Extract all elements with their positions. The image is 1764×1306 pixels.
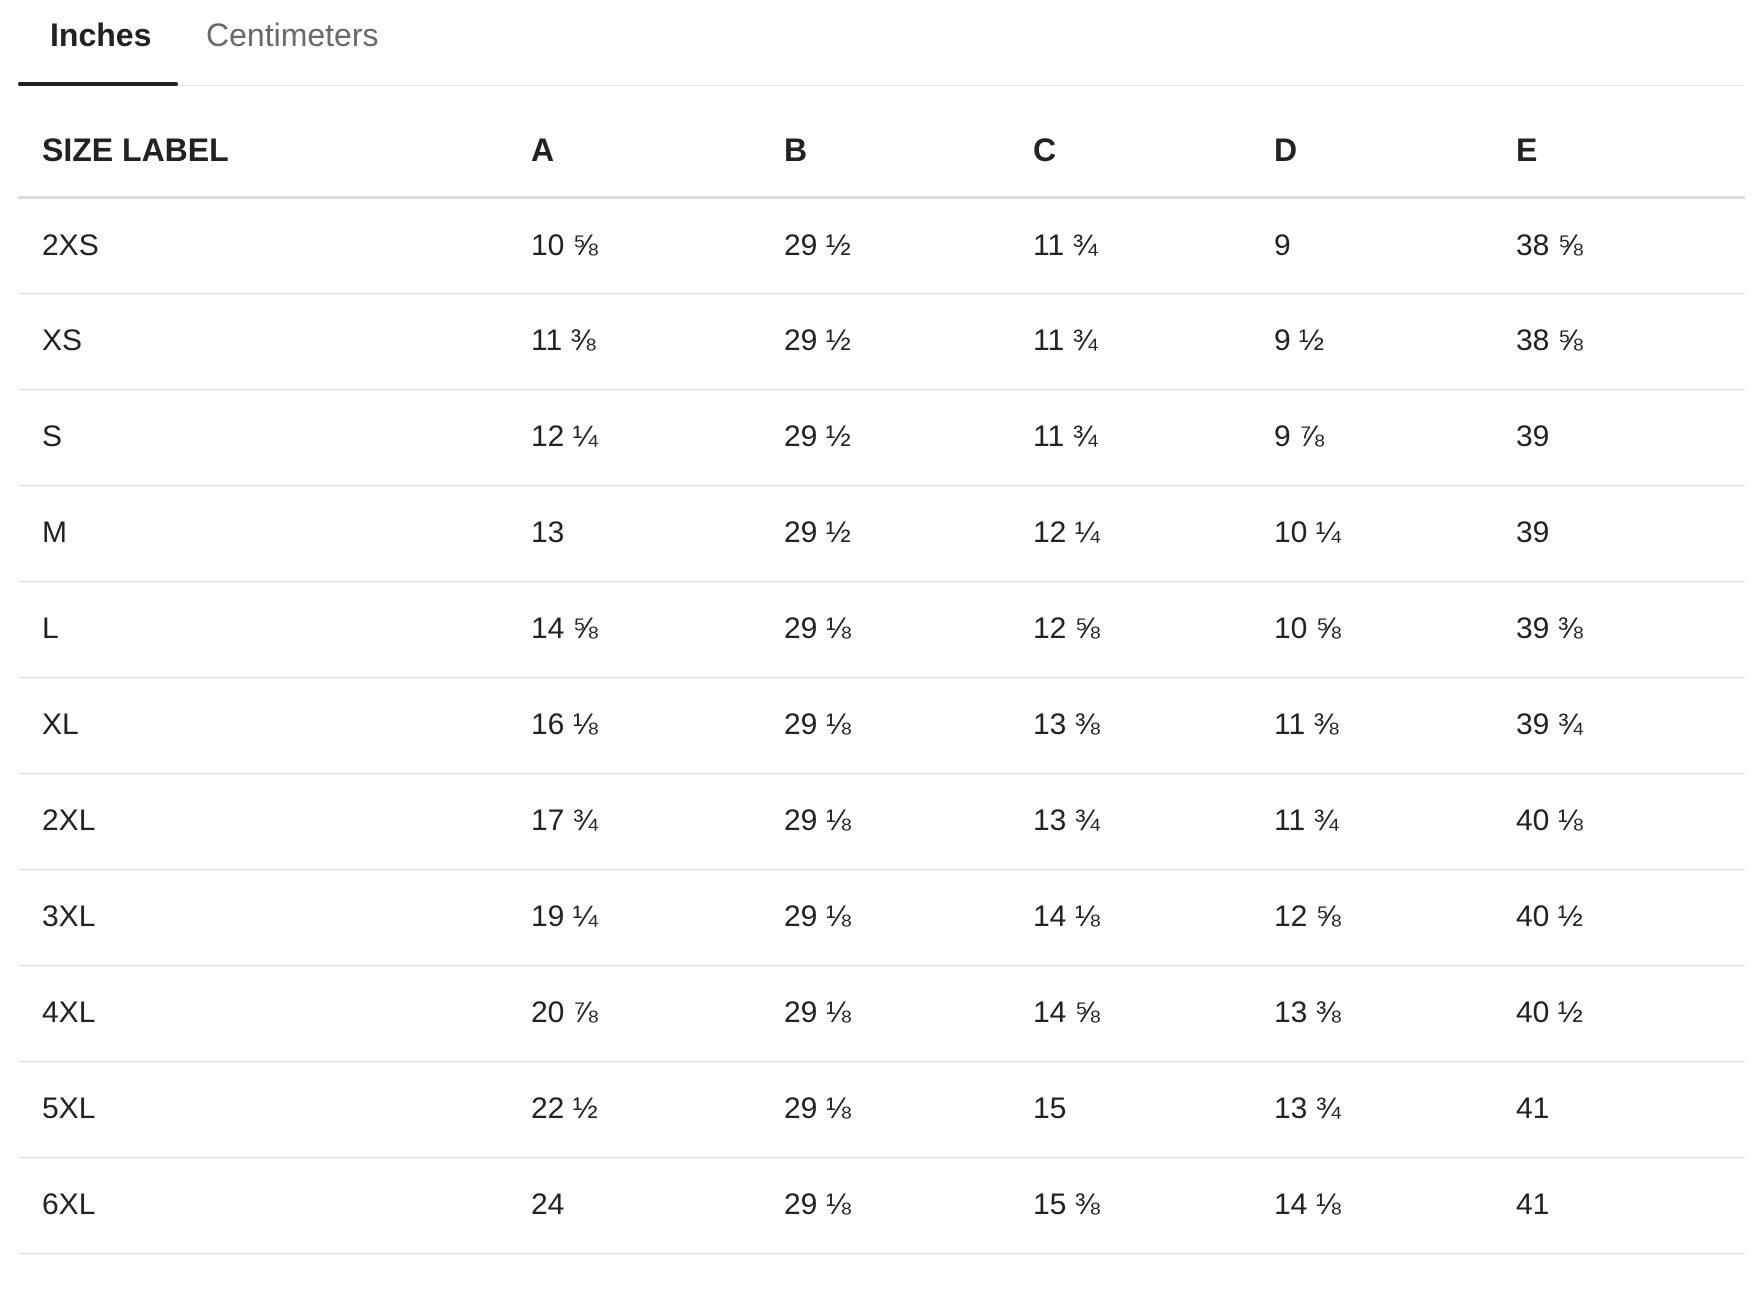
cell-size-label: L: [18, 581, 507, 678]
cell-size-label: 2XS: [18, 197, 507, 294]
cell-c: 12 ¼: [1009, 485, 1250, 582]
cell-b: 29 ½: [760, 389, 1009, 486]
unit-tabs: Inches Centimeters: [18, 0, 1745, 86]
cell-a: 17 ¾: [507, 773, 760, 870]
cell-c: 13 ¾: [1009, 773, 1250, 870]
table-row: 2XS 10 ⅝ 29 ½ 11 ¾ 9 38 ⅝: [18, 197, 1745, 294]
table-row: 6XL 24 29 ⅛ 15 ⅜ 14 ⅛ 41: [18, 1157, 1745, 1254]
header-c: C: [1009, 86, 1250, 199]
table-row: 3XL 19 ¼ 29 ⅛ 14 ⅛ 12 ⅝ 40 ½: [18, 869, 1745, 966]
header-size-label: SIZE LABEL: [18, 86, 507, 199]
table-row: M 13 29 ½ 12 ¼ 10 ¼ 39: [18, 485, 1745, 582]
header-d: D: [1250, 86, 1492, 199]
table-header-row: SIZE LABEL A B C D E: [18, 86, 1745, 199]
cell-a: 10 ⅝: [507, 197, 760, 294]
cell-b: 29 ½: [760, 293, 1009, 390]
cell-a: 24: [507, 1157, 760, 1254]
cell-c: 11 ¾: [1009, 197, 1250, 294]
cell-c: 15 ⅜: [1009, 1157, 1250, 1254]
cell-d: 9: [1250, 197, 1492, 294]
cell-a: 19 ¼: [507, 869, 760, 966]
cell-b: 29 ½: [760, 197, 1009, 294]
cell-e: 39: [1492, 389, 1745, 486]
cell-a: 11 ⅜: [507, 293, 760, 390]
cell-c: 13 ⅜: [1009, 677, 1250, 774]
cell-d: 9 ⅞: [1250, 389, 1492, 486]
cell-size-label: S: [18, 389, 507, 486]
cell-size-label: XS: [18, 293, 507, 390]
cell-d: 12 ⅝: [1250, 869, 1492, 966]
table-row: 2XL 17 ¾ 29 ⅛ 13 ¾ 11 ¾ 40 ⅛: [18, 773, 1745, 870]
cell-b: 29 ½: [760, 485, 1009, 582]
cell-a: 16 ⅛: [507, 677, 760, 774]
cell-e: 41: [1492, 1061, 1745, 1158]
size-table: SIZE LABEL A B C D E 2XS 10 ⅝ 29 ½ 11 ¾ 9 38 …: [18, 86, 1745, 1254]
cell-b: 29 ⅛: [760, 773, 1009, 870]
header-a: A: [507, 86, 760, 199]
cell-d: 13 ¾: [1250, 1061, 1492, 1158]
cell-b: 29 ⅛: [760, 965, 1009, 1062]
cell-size-label: 3XL: [18, 869, 507, 966]
cell-b: 29 ⅛: [760, 1061, 1009, 1158]
cell-d: 13 ⅜: [1250, 965, 1492, 1062]
cell-d: 11 ⅜: [1250, 677, 1492, 774]
cell-b: 29 ⅛: [760, 869, 1009, 966]
cell-e: 41: [1492, 1157, 1745, 1254]
size-chart: Inches Centimeters SIZE LABEL A B C D E …: [18, 0, 1745, 1254]
cell-e: 38 ⅝: [1492, 197, 1745, 294]
tab-centimeters[interactable]: Centimeters: [206, 17, 379, 53]
cell-a: 20 ⅞: [507, 965, 760, 1062]
cell-e: 39: [1492, 485, 1745, 582]
cell-e: 40 ½: [1492, 869, 1745, 966]
cell-d: 9 ½: [1250, 293, 1492, 390]
cell-d: 10 ¼: [1250, 485, 1492, 582]
cell-c: 14 ⅝: [1009, 965, 1250, 1062]
cell-b: 29 ⅛: [760, 581, 1009, 678]
cell-a: 13: [507, 485, 760, 582]
cell-e: 40 ½: [1492, 965, 1745, 1062]
cell-b: 29 ⅛: [760, 677, 1009, 774]
table-row: 5XL 22 ½ 29 ⅛ 15 13 ¾ 41: [18, 1061, 1745, 1158]
cell-e: 38 ⅝: [1492, 293, 1745, 390]
cell-c: 15: [1009, 1061, 1250, 1158]
header-b: B: [760, 86, 1009, 199]
cell-c: 14 ⅛: [1009, 869, 1250, 966]
cell-a: 22 ½: [507, 1061, 760, 1158]
table-row: L 14 ⅝ 29 ⅛ 12 ⅝ 10 ⅝ 39 ⅜: [18, 581, 1745, 678]
cell-size-label: XL: [18, 677, 507, 774]
cell-c: 11 ¾: [1009, 293, 1250, 390]
cell-a: 14 ⅝: [507, 581, 760, 678]
header-e: E: [1492, 86, 1745, 199]
cell-d: 10 ⅝: [1250, 581, 1492, 678]
cell-e: 39 ¾: [1492, 677, 1745, 774]
cell-size-label: 6XL: [18, 1157, 507, 1254]
cell-size-label: M: [18, 485, 507, 582]
cell-size-label: 2XL: [18, 773, 507, 870]
cell-d: 11 ¾: [1250, 773, 1492, 870]
tab-inches[interactable]: Inches: [18, 0, 178, 86]
cell-d: 14 ⅛: [1250, 1157, 1492, 1254]
cell-c: 11 ¾: [1009, 389, 1250, 486]
cell-a: 12 ¼: [507, 389, 760, 486]
cell-e: 40 ⅛: [1492, 773, 1745, 870]
cell-c: 12 ⅝: [1009, 581, 1250, 678]
cell-b: 29 ⅛: [760, 1157, 1009, 1254]
table-row: XL 16 ⅛ 29 ⅛ 13 ⅜ 11 ⅜ 39 ¾: [18, 677, 1745, 774]
table-row: 4XL 20 ⅞ 29 ⅛ 14 ⅝ 13 ⅜ 40 ½: [18, 965, 1745, 1062]
cell-e: 39 ⅜: [1492, 581, 1745, 678]
cell-size-label: 4XL: [18, 965, 507, 1062]
cell-size-label: 5XL: [18, 1061, 507, 1158]
